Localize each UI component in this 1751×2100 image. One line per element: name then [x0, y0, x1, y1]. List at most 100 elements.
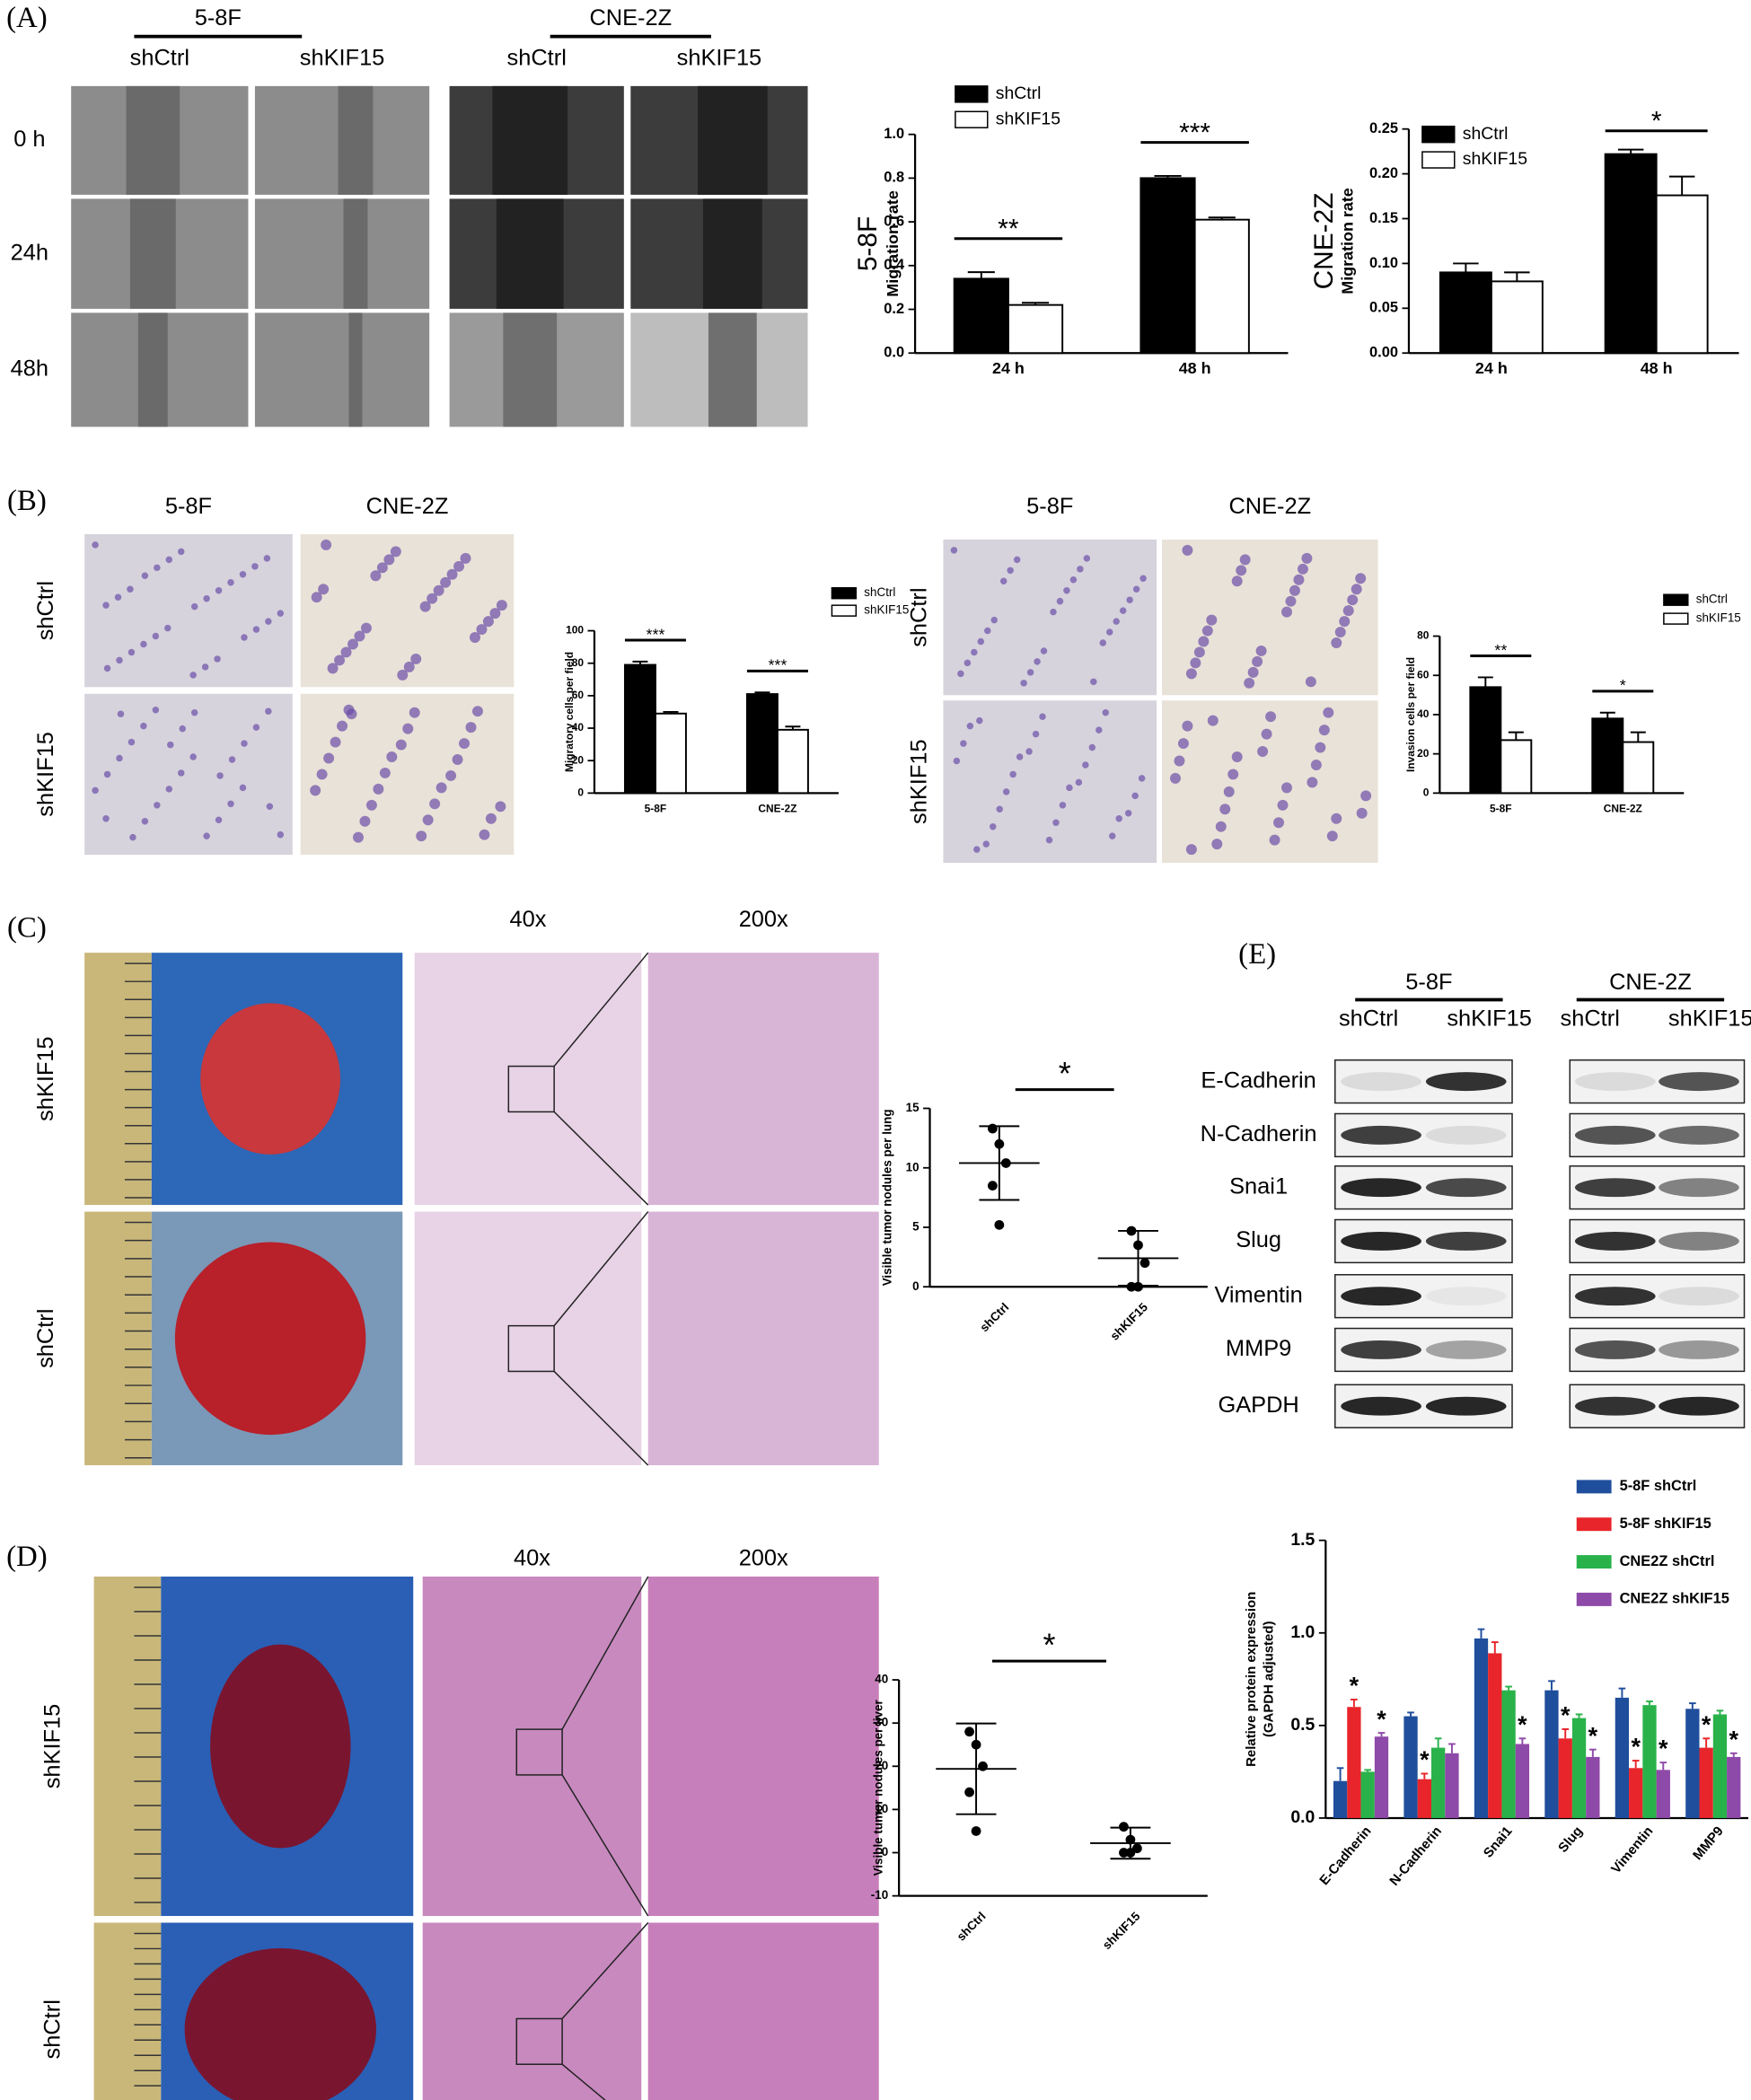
x-tick-label: 48 h [1641, 359, 1673, 377]
y-tick-label: 1.0 [1290, 1622, 1315, 1642]
stained-cell [1281, 782, 1292, 794]
stained-cell [1102, 708, 1109, 716]
stained-cell [1009, 770, 1016, 778]
legend-swatch [831, 604, 858, 617]
legend-label: shCtrl [1463, 124, 1509, 144]
stained-cell [239, 784, 247, 792]
bar [1571, 1718, 1587, 1818]
stained-cell [1099, 639, 1107, 646]
stained-cell [359, 815, 371, 827]
stained-cell [1315, 742, 1326, 753]
blot-band [1341, 1072, 1421, 1092]
error-bar [1508, 731, 1524, 741]
stained-cell [311, 592, 322, 603]
y-tick-label: 0.5 [1290, 1715, 1315, 1735]
ruler [84, 953, 152, 1206]
error-bar [1504, 271, 1530, 282]
stained-cell [348, 638, 358, 650]
stained-cell [453, 560, 465, 572]
stained-cell [1326, 830, 1338, 842]
stained-cell [1069, 576, 1078, 584]
x-tick-label: CNE-2Z [1604, 802, 1642, 814]
stained-cell [1261, 728, 1272, 740]
histology-40x [414, 953, 642, 1206]
stained-cell [190, 602, 198, 611]
stained-cell [1252, 655, 1263, 667]
x-tick-label: 5-8F [1490, 802, 1512, 814]
error-bar [1021, 302, 1050, 305]
bar [1333, 1780, 1348, 1818]
bar [1347, 1707, 1361, 1818]
stained-cell [1239, 554, 1251, 566]
blot-band [1659, 1125, 1739, 1145]
legend-label: 5-8F shCtrl [1620, 1478, 1697, 1494]
stained-cell [1174, 755, 1185, 767]
y-axis-label: Invasion cells per field [1404, 657, 1417, 772]
zoom-line [553, 952, 649, 1068]
significance-star: * [1377, 1706, 1386, 1733]
blot-band [1659, 1396, 1739, 1416]
stained-cell [416, 830, 427, 842]
bar [1439, 271, 1492, 355]
condition-header: shCtrl [1561, 1006, 1620, 1032]
x-tick-label: shCtrl [977, 1300, 1011, 1334]
stained-cell [117, 710, 125, 717]
y-tick-label: 0.20 [1369, 165, 1398, 181]
bar [1430, 1747, 1446, 1818]
bar [1403, 1716, 1418, 1818]
stained-cell [177, 769, 185, 777]
stained-cell [469, 632, 480, 643]
data-point [1133, 1281, 1143, 1292]
stained-cell [1088, 743, 1096, 751]
stained-cell [990, 822, 997, 830]
y-tick-label: 0.10 [1369, 255, 1398, 271]
wound-gap [348, 312, 363, 427]
error-bar [1575, 1713, 1583, 1718]
y-tick-label: 0.15 [1369, 210, 1398, 226]
bar [1604, 153, 1658, 355]
stained-cell [154, 802, 161, 809]
stained-cell [1132, 585, 1140, 593]
bar [1615, 1697, 1630, 1818]
y-tick-label: -10 [871, 1888, 888, 1902]
stained-cell [984, 627, 991, 635]
bar [1193, 218, 1250, 355]
stained-cell [152, 706, 160, 714]
stained-cell [1083, 555, 1091, 562]
y-tick-label: 40 [1417, 707, 1430, 720]
stained-cell [141, 817, 149, 825]
zoom-box [507, 1324, 555, 1373]
error-bar [1336, 1767, 1344, 1781]
error-bar [1434, 1737, 1442, 1748]
stained-cell [92, 786, 99, 795]
x-tick-label: 5-8F [645, 802, 667, 814]
bar [1727, 1756, 1741, 1818]
significance-star: ** [998, 215, 1019, 244]
stained-cell [102, 815, 110, 822]
stained-cell [1124, 810, 1132, 817]
y-tick-label: 15 [906, 1101, 919, 1114]
histology-40x [422, 1922, 642, 2100]
cell-line-header: CNE-2Z [366, 494, 449, 519]
stained-cell [265, 707, 272, 715]
chart-title: CNE-2Z [1309, 193, 1339, 290]
stained-cell [215, 586, 223, 594]
stained-cell [1198, 636, 1210, 647]
organ [200, 1003, 341, 1155]
stained-cell [452, 754, 463, 765]
stained-cell [360, 622, 372, 634]
stained-cell [1002, 788, 1010, 795]
data-point [1119, 1848, 1129, 1858]
condition-label: shKIF15 [33, 732, 58, 817]
stained-cell [370, 570, 382, 582]
error-bar [1630, 731, 1646, 742]
bar [1501, 1690, 1516, 1818]
stained-cell [1020, 680, 1027, 687]
bar [1488, 1653, 1502, 1818]
stained-cell [373, 783, 384, 795]
stained-cell [397, 669, 409, 681]
error-bar [1377, 1732, 1386, 1737]
zoom-box [515, 2017, 563, 2065]
error-bar [1689, 1702, 1696, 1709]
data-point [994, 1219, 1005, 1230]
